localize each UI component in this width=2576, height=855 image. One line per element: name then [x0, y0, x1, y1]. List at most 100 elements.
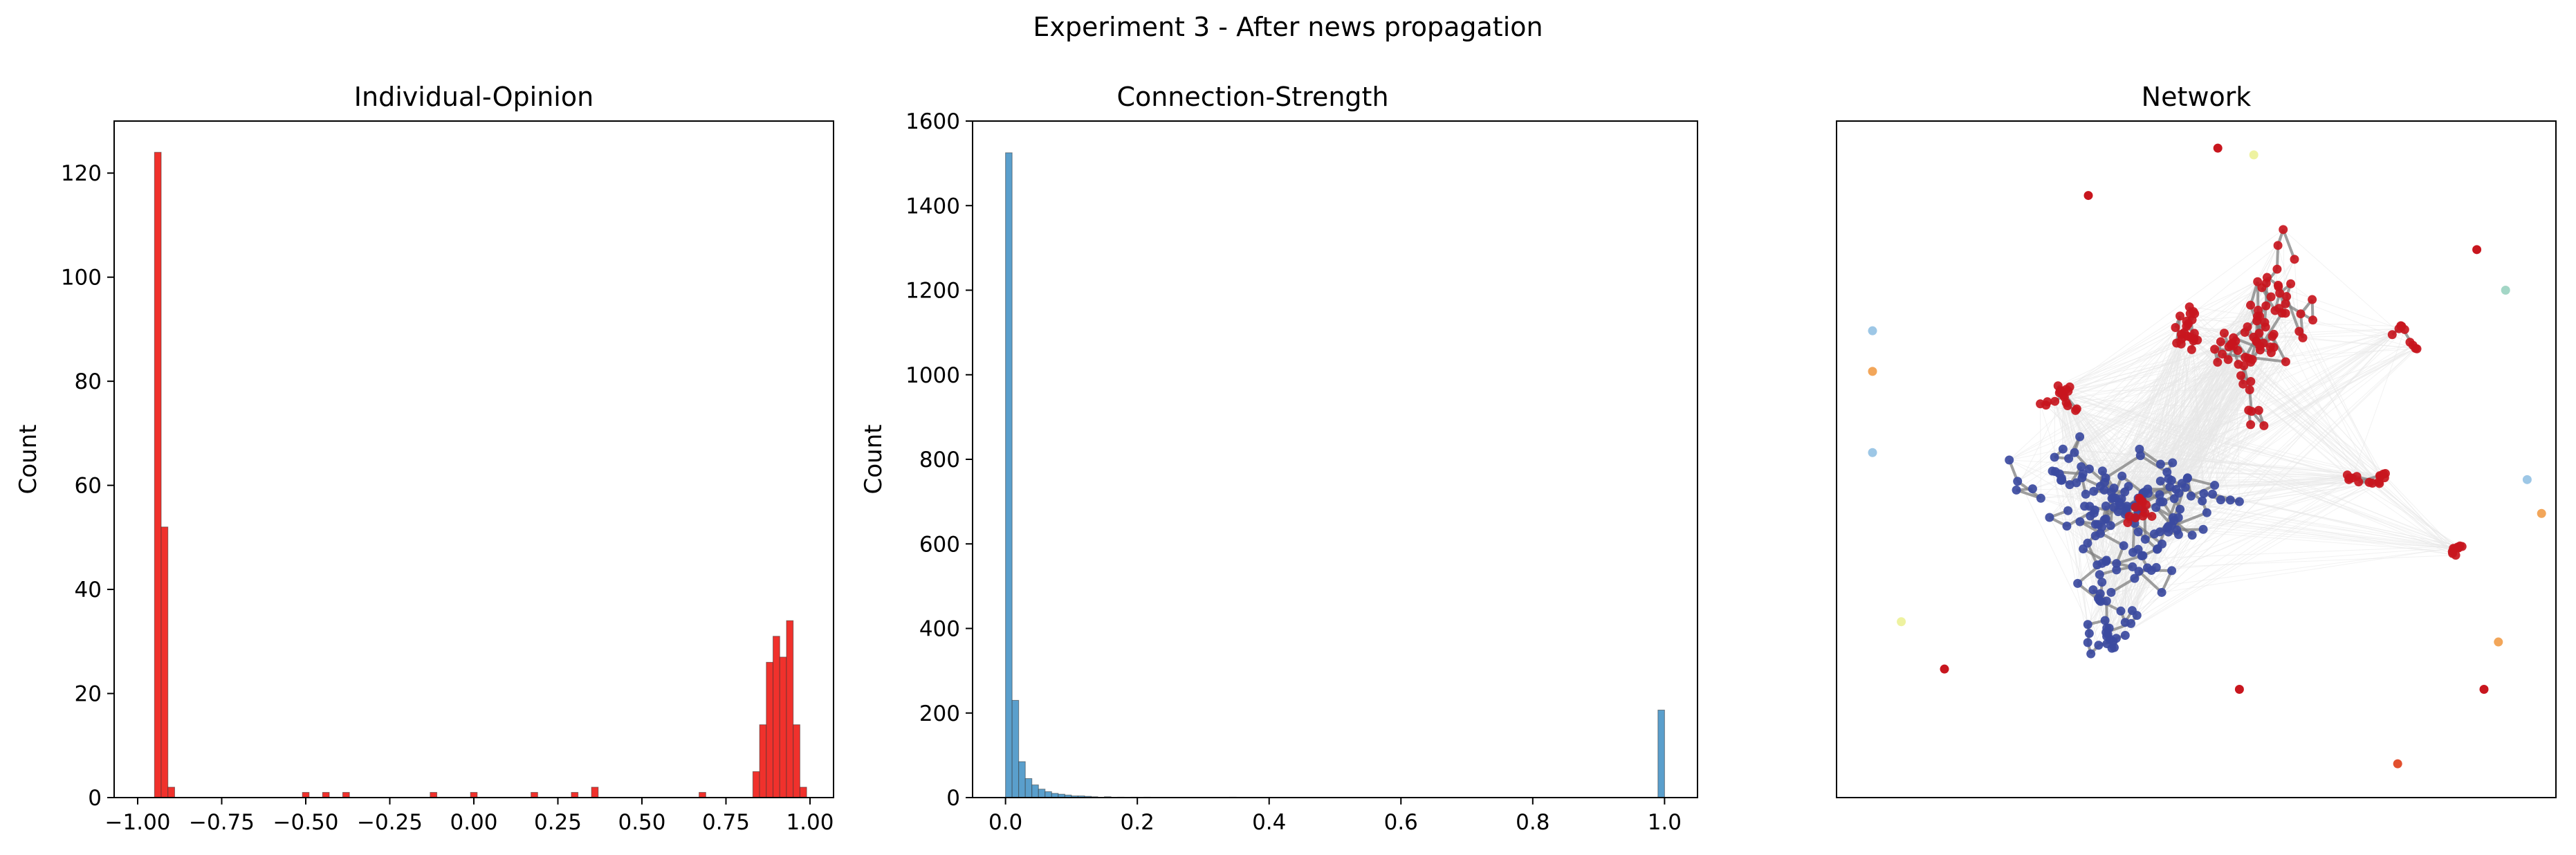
- network-edge: [2247, 327, 2456, 555]
- network-node: [2239, 361, 2249, 371]
- connection-plot-frame: [972, 120, 1698, 798]
- network-edge: [2142, 515, 2458, 548]
- network-node: [2259, 421, 2269, 430]
- network-node: [2254, 329, 2264, 338]
- network-node: [2158, 497, 2168, 507]
- network-edge: [2126, 245, 2279, 513]
- opinion-y-tick-label: 100: [61, 266, 102, 291]
- network-strong-edge: [2110, 577, 2135, 594]
- network-edge: [2131, 348, 2418, 624]
- network-node: [2266, 292, 2276, 302]
- network-node: [2175, 311, 2185, 321]
- histogram-bar: [793, 724, 800, 798]
- network-edge: [2171, 389, 2250, 481]
- network-node: [2246, 420, 2256, 430]
- histogram-bar: [322, 791, 330, 798]
- network-node: [2246, 376, 2256, 386]
- network-node: [2063, 401, 2072, 411]
- network-edge: [2113, 477, 2353, 642]
- network-node: [2102, 639, 2112, 649]
- opinion-y-tick-label: 0: [88, 786, 102, 811]
- opinion-histogram-panel: Individual-Opinion −1.00 −0.75 −0.50 −0.25 0…: [15, 82, 834, 835]
- network-node: [2100, 616, 2110, 625]
- network-node: [2130, 573, 2140, 583]
- network-edge: [2100, 337, 2191, 487]
- network-node: [2054, 469, 2064, 479]
- network-node: [2412, 344, 2422, 353]
- network-node: [2120, 630, 2130, 640]
- histogram-bar: [1011, 699, 1020, 798]
- network-node: [2065, 480, 2074, 490]
- network-edge: [2060, 390, 2456, 556]
- network-edge: [2108, 479, 2349, 629]
- network-isolated-node: [1868, 326, 1877, 335]
- network-node: [2094, 641, 2104, 650]
- network-node: [2253, 305, 2263, 315]
- network-edge: [2278, 286, 2400, 329]
- connection-y-tick-label: 0: [946, 786, 960, 811]
- connection-x-tick-label: 0.8: [1516, 810, 1549, 835]
- network-node: [2252, 337, 2261, 347]
- histogram-bar: [1031, 784, 1039, 798]
- network-node: [2277, 309, 2287, 318]
- network-node: [2079, 544, 2088, 554]
- network-node: [2073, 578, 2083, 588]
- network-edge: [2156, 555, 2456, 568]
- network-node: [2095, 570, 2104, 580]
- network-node: [2457, 542, 2467, 551]
- network-node: [2140, 508, 2150, 517]
- network-edge: [2248, 358, 2385, 479]
- network-edge: [2300, 313, 2380, 476]
- network-edge: [2077, 408, 2459, 548]
- network-strong-edge: [2271, 335, 2288, 362]
- network-node: [2155, 490, 2164, 499]
- opinion-plot-frame: [113, 120, 834, 798]
- network-node: [2187, 531, 2197, 540]
- network-node: [2210, 481, 2220, 490]
- network-node: [2106, 487, 2116, 497]
- network-node: [2036, 493, 2045, 503]
- network-edge: [2064, 336, 2254, 398]
- network-node: [2117, 471, 2127, 481]
- network-edge: [2202, 476, 2357, 530]
- network-edge: [2171, 362, 2252, 481]
- histogram-bar: [699, 791, 706, 798]
- network-node: [2132, 611, 2142, 620]
- network-node: [2106, 587, 2116, 597]
- opinion-x-tick-label: 0.00: [450, 810, 497, 835]
- network-node: [2057, 388, 2066, 398]
- histogram-bar: [752, 771, 760, 798]
- network-node: [2115, 501, 2125, 511]
- network-isolated-node: [1868, 448, 1877, 457]
- network-isolated-node: [2537, 508, 2546, 518]
- network-node: [2041, 401, 2051, 410]
- network-node: [2097, 578, 2107, 587]
- network-node: [2229, 341, 2238, 351]
- network-edge: [2017, 320, 2187, 482]
- network-node: [2273, 241, 2283, 250]
- network-node: [2198, 496, 2207, 506]
- network-node: [2380, 473, 2389, 483]
- network-node: [2102, 632, 2112, 641]
- network-node: [2128, 562, 2137, 571]
- connection-y-tick-label: 600: [919, 532, 960, 557]
- network-node: [2005, 455, 2014, 465]
- network-node: [2243, 322, 2252, 331]
- network-node: [2097, 466, 2107, 476]
- network-strong-edge: [2187, 477, 2216, 487]
- histogram-bar: [1045, 791, 1052, 798]
- network-node: [2101, 501, 2110, 511]
- opinion-y-tick-label: 120: [61, 161, 102, 186]
- connection-x-tick-label: 0.6: [1384, 810, 1418, 835]
- network-node: [2252, 316, 2262, 326]
- network-node: [2088, 585, 2098, 595]
- network-node: [2189, 329, 2199, 338]
- network-node: [2272, 264, 2282, 274]
- network-isolated-node: [2479, 685, 2489, 695]
- network-node: [2255, 345, 2265, 355]
- histogram-bar: [1657, 709, 1665, 798]
- network-node: [2048, 466, 2057, 476]
- network-edge: [2283, 229, 2411, 343]
- network-node: [2045, 513, 2054, 522]
- network-node: [2064, 454, 2074, 463]
